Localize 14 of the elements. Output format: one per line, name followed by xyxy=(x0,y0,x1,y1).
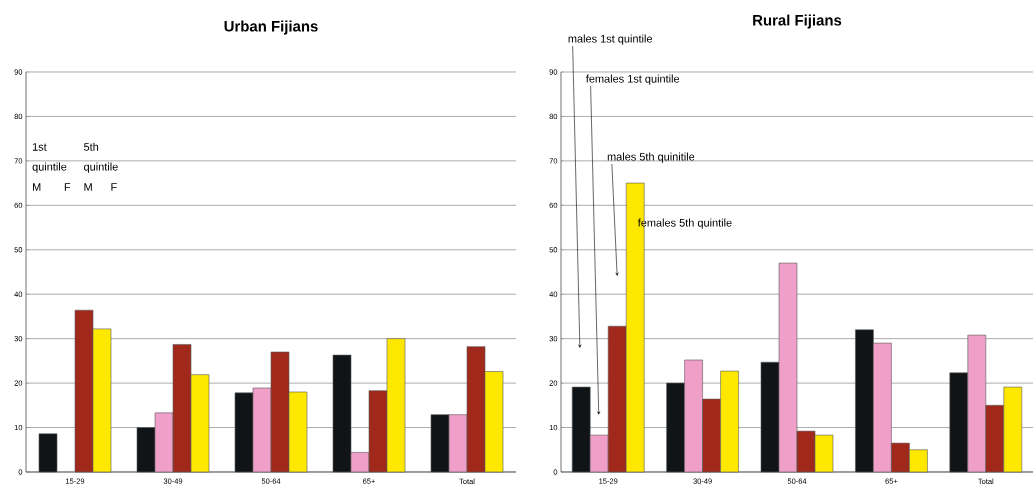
annotation: M xyxy=(84,183,92,191)
annotation: males 5th quinitile xyxy=(607,152,695,163)
annotation: quintile xyxy=(84,162,118,173)
annotation: F xyxy=(111,183,117,191)
annotation: 1st xyxy=(32,143,47,151)
text: males 1st quintile xyxy=(568,34,653,45)
chart-title: Rural Fijians xyxy=(753,14,842,29)
annotation: 5th xyxy=(84,142,99,151)
annotation: F xyxy=(64,183,71,191)
chart-title: Urban Fijians xyxy=(224,20,318,35)
bar xyxy=(38,433,58,473)
annotation: quintile xyxy=(32,162,67,173)
annotation: females 1st quintile xyxy=(585,74,680,85)
annotation: M xyxy=(33,183,41,191)
